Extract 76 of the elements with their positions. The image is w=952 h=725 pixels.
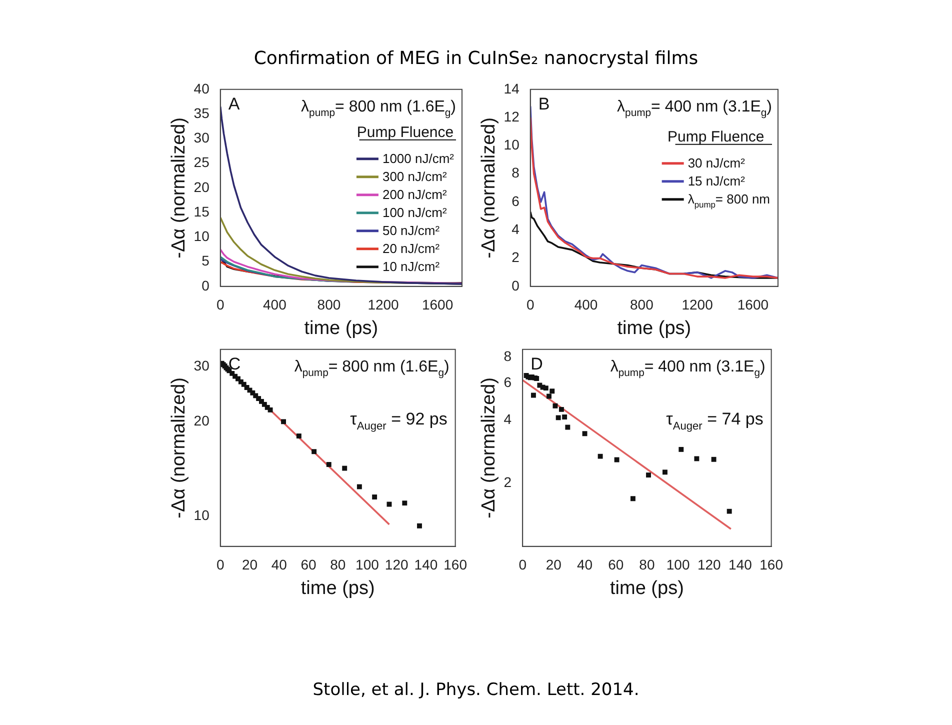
x-tick-label: 60: [608, 556, 624, 573]
x-tick-label: 400: [262, 296, 287, 313]
x-tick-label: 0: [526, 296, 534, 313]
legend-label: 1000 nJ/cm²: [382, 150, 455, 166]
x-tick-label: 0: [216, 556, 224, 573]
legend-title: Pump Fluence: [668, 128, 764, 146]
y-tick-label: 5: [202, 252, 210, 269]
y-axis-title: -Δα (normalized): [478, 117, 500, 258]
annotation: A: [228, 94, 240, 114]
x-tick-label: 40: [576, 556, 593, 573]
x-axis-title: time (ps): [617, 318, 692, 339]
y-tick-label: 12: [504, 108, 520, 124]
x-tick-label: 120: [697, 556, 722, 573]
y-tick-label: 4: [504, 411, 512, 428]
x-tick-label: 0: [216, 296, 224, 313]
x-tick-label: 160: [760, 556, 784, 573]
x-tick-label: 800: [630, 296, 654, 313]
legend-title: Pump Fluence: [356, 124, 454, 141]
y-tick-label: 4: [512, 220, 520, 237]
legend-label: 100 nJ/cm²: [382, 204, 448, 220]
x-tick-label: 120: [384, 556, 408, 573]
legend-label: 10 nJ/cm²: [382, 258, 440, 274]
y-tick-label: 8: [512, 164, 520, 181]
legend-label: 300 nJ/cm²: [382, 168, 448, 184]
legend-label: 50 nJ/cm²: [382, 222, 440, 238]
x-tick-label: 1200: [368, 296, 400, 313]
y-tick-label: 0: [512, 277, 520, 294]
y-tick-label: 10: [194, 506, 210, 523]
x-tick-label: 400: [574, 296, 598, 313]
y-tick-label: 35: [194, 104, 210, 121]
y-tick-label: 6: [512, 192, 520, 209]
chart-title: Confirmation of MEG in CuInSe₂ nanocrystal films: [252, 48, 700, 69]
legend-label: 20 nJ/cm²: [382, 240, 440, 256]
x-tick-label: 140: [728, 556, 752, 573]
legend-label: 200 nJ/cm²: [382, 186, 448, 202]
y-tick-label: 0: [202, 277, 210, 294]
annotation: B: [538, 94, 550, 114]
x-tick-label: 20: [546, 556, 562, 573]
x-tick-label: 40: [271, 556, 288, 573]
x-tick-label: 20: [242, 556, 258, 573]
x-tick-label: 1600: [422, 296, 454, 313]
x-tick-label: 60: [300, 556, 316, 573]
y-tick-label: 30: [194, 130, 210, 146]
y-tick-label: 2: [512, 249, 520, 266]
y-tick-label: 20: [194, 412, 210, 429]
x-tick-label: 80: [639, 556, 655, 573]
y-axis-title: -Δα (normalized): [478, 377, 500, 518]
y-axis-title: -Δα (normalized): [168, 117, 190, 258]
annotation: C: [228, 354, 241, 374]
x-tick-label: 160: [444, 556, 468, 573]
x-axis-title: time (ps): [304, 318, 378, 339]
x-axis-title: time (ps): [300, 578, 375, 599]
y-tick-label: 25: [194, 154, 210, 170]
x-tick-label: 100: [666, 556, 690, 573]
y-tick-label: 15: [194, 203, 210, 220]
y-tick-label: 8: [504, 348, 512, 364]
y-tick-label: 30: [194, 357, 210, 374]
x-tick-label: 1200: [682, 296, 714, 313]
x-tick-label: 80: [330, 556, 346, 573]
x-tick-label: 1600: [737, 296, 769, 313]
x-axis-title: time (ps): [610, 578, 684, 599]
y-axis-title: -Δα (normalized): [168, 377, 190, 518]
y-tick-label: 10: [504, 136, 520, 153]
y-tick-label: 40: [194, 80, 210, 96]
x-tick-label: 800: [317, 296, 341, 313]
y-tick-label: 2: [504, 474, 512, 490]
y-tick-label: 6: [504, 374, 512, 390]
text: Stolle, et al. J. Phys. Chem. Lett. 2014.: [312, 680, 640, 700]
x-tick-label: 100: [356, 556, 380, 573]
legend-label: 15 nJ/cm²: [688, 173, 746, 188]
legend-label: 30 nJ/cm²: [688, 155, 746, 170]
y-tick-label: 14: [504, 80, 520, 96]
y-tick-label: 20: [194, 178, 210, 195]
x-tick-label: 140: [414, 556, 438, 573]
annotation: D: [530, 354, 543, 374]
y-tick-label: 10: [194, 228, 210, 244]
